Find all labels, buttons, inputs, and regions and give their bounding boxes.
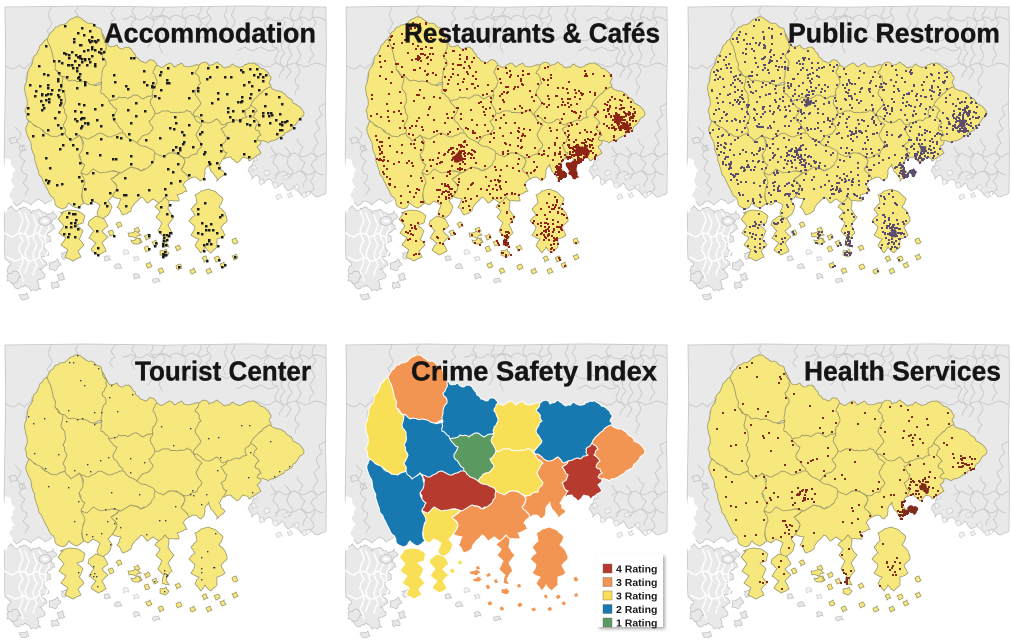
svg-text:3 Rating: 3 Rating [616,577,657,589]
svg-text:2 Rating: 2 Rating [616,604,657,616]
svg-text:3 Rating: 3 Rating [616,591,657,603]
svg-text:4 Rating: 4 Rating [616,564,657,576]
svg-text:Restaurants & Cafés: Restaurants & Cafés [404,18,660,49]
svg-text:Crime Safety Index: Crime Safety Index [411,356,657,387]
svg-text:Public Restroom: Public Restroom [788,18,1000,49]
svg-text:Accommodation: Accommodation [104,18,316,49]
svg-text:Tourist Center: Tourist Center [135,356,311,387]
svg-text:Health Services: Health Services [804,356,1001,387]
svg-text:1 Rating: 1 Rating [616,618,657,630]
